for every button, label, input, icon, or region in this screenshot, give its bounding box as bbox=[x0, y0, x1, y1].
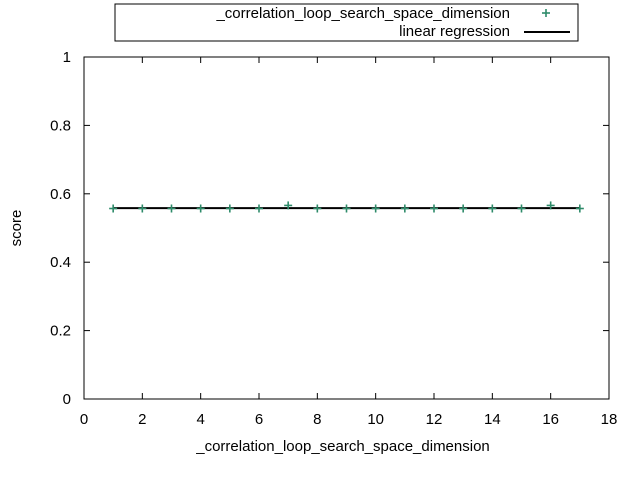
x-tick-label: 12 bbox=[426, 411, 443, 428]
legend-marker-plus bbox=[542, 9, 550, 17]
y-tick-label: 0.4 bbox=[50, 254, 71, 271]
x-tick-label: 4 bbox=[196, 411, 204, 428]
legend-label-regression: linear regression bbox=[399, 23, 510, 40]
plot-area bbox=[83, 56, 610, 400]
data-point bbox=[400, 204, 409, 213]
y-tick-label: 1 bbox=[63, 49, 71, 66]
data-point bbox=[138, 204, 147, 213]
x-axis: 0 2 4 6 8 10 12 14 16 18 bbox=[80, 57, 618, 428]
data-point bbox=[109, 204, 118, 213]
data-point bbox=[430, 204, 438, 213]
scatter-series bbox=[109, 201, 584, 213]
data-point bbox=[546, 201, 555, 210]
x-tick-label: 0 bbox=[80, 411, 88, 428]
data-point bbox=[459, 204, 468, 213]
y-axis: 0 0.2 0.4 0.6 0.8 1 bbox=[50, 49, 609, 408]
data-point bbox=[313, 204, 322, 213]
data-point bbox=[371, 204, 380, 213]
x-tick-label: 2 bbox=[138, 411, 146, 428]
x-tick-label: 14 bbox=[484, 411, 501, 428]
x-tick-label: 16 bbox=[542, 411, 559, 428]
x-tick-label: 10 bbox=[367, 411, 384, 428]
data-point bbox=[342, 204, 351, 213]
x-axis-label: _correlation_loop_search_space_dimension bbox=[195, 438, 490, 455]
x-tick-label: 6 bbox=[255, 411, 263, 428]
data-point bbox=[167, 204, 176, 213]
data-point bbox=[488, 204, 497, 213]
data-point bbox=[517, 204, 526, 213]
y-axis-label: score bbox=[8, 210, 25, 247]
x-tick-label: 8 bbox=[313, 411, 321, 428]
y-tick-label: 0.6 bbox=[50, 186, 71, 203]
y-tick-label: 0 bbox=[63, 391, 71, 408]
data-point bbox=[255, 204, 263, 213]
x-tick-label: 18 bbox=[601, 411, 618, 428]
data-point bbox=[575, 204, 584, 213]
y-tick-label: 0.8 bbox=[50, 117, 71, 134]
y-tick-label: 0.2 bbox=[50, 323, 71, 340]
legend: _correlation_loop_search_space_dimension… bbox=[114, 3, 579, 42]
data-point bbox=[196, 204, 205, 213]
legend-label-scatter: _correlation_loop_search_space_dimension bbox=[215, 5, 510, 22]
legend-box bbox=[114, 3, 579, 42]
data-point bbox=[284, 201, 293, 210]
data-point bbox=[225, 204, 234, 213]
